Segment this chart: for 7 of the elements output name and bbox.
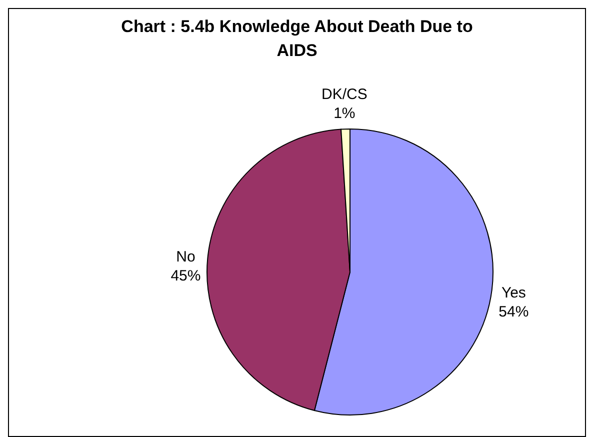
- slice-label: DK/CS: [321, 86, 368, 104]
- data-label: 54%: [498, 304, 529, 321]
- slice-label: No: [176, 248, 196, 266]
- data-label: 1%: [334, 105, 356, 122]
- data-label: 45%: [170, 267, 201, 284]
- slice-label: Yes: [501, 284, 526, 302]
- chart-title: Chart : 5.4b Knowledge About Death Due to AIDS: [121, 17, 473, 60]
